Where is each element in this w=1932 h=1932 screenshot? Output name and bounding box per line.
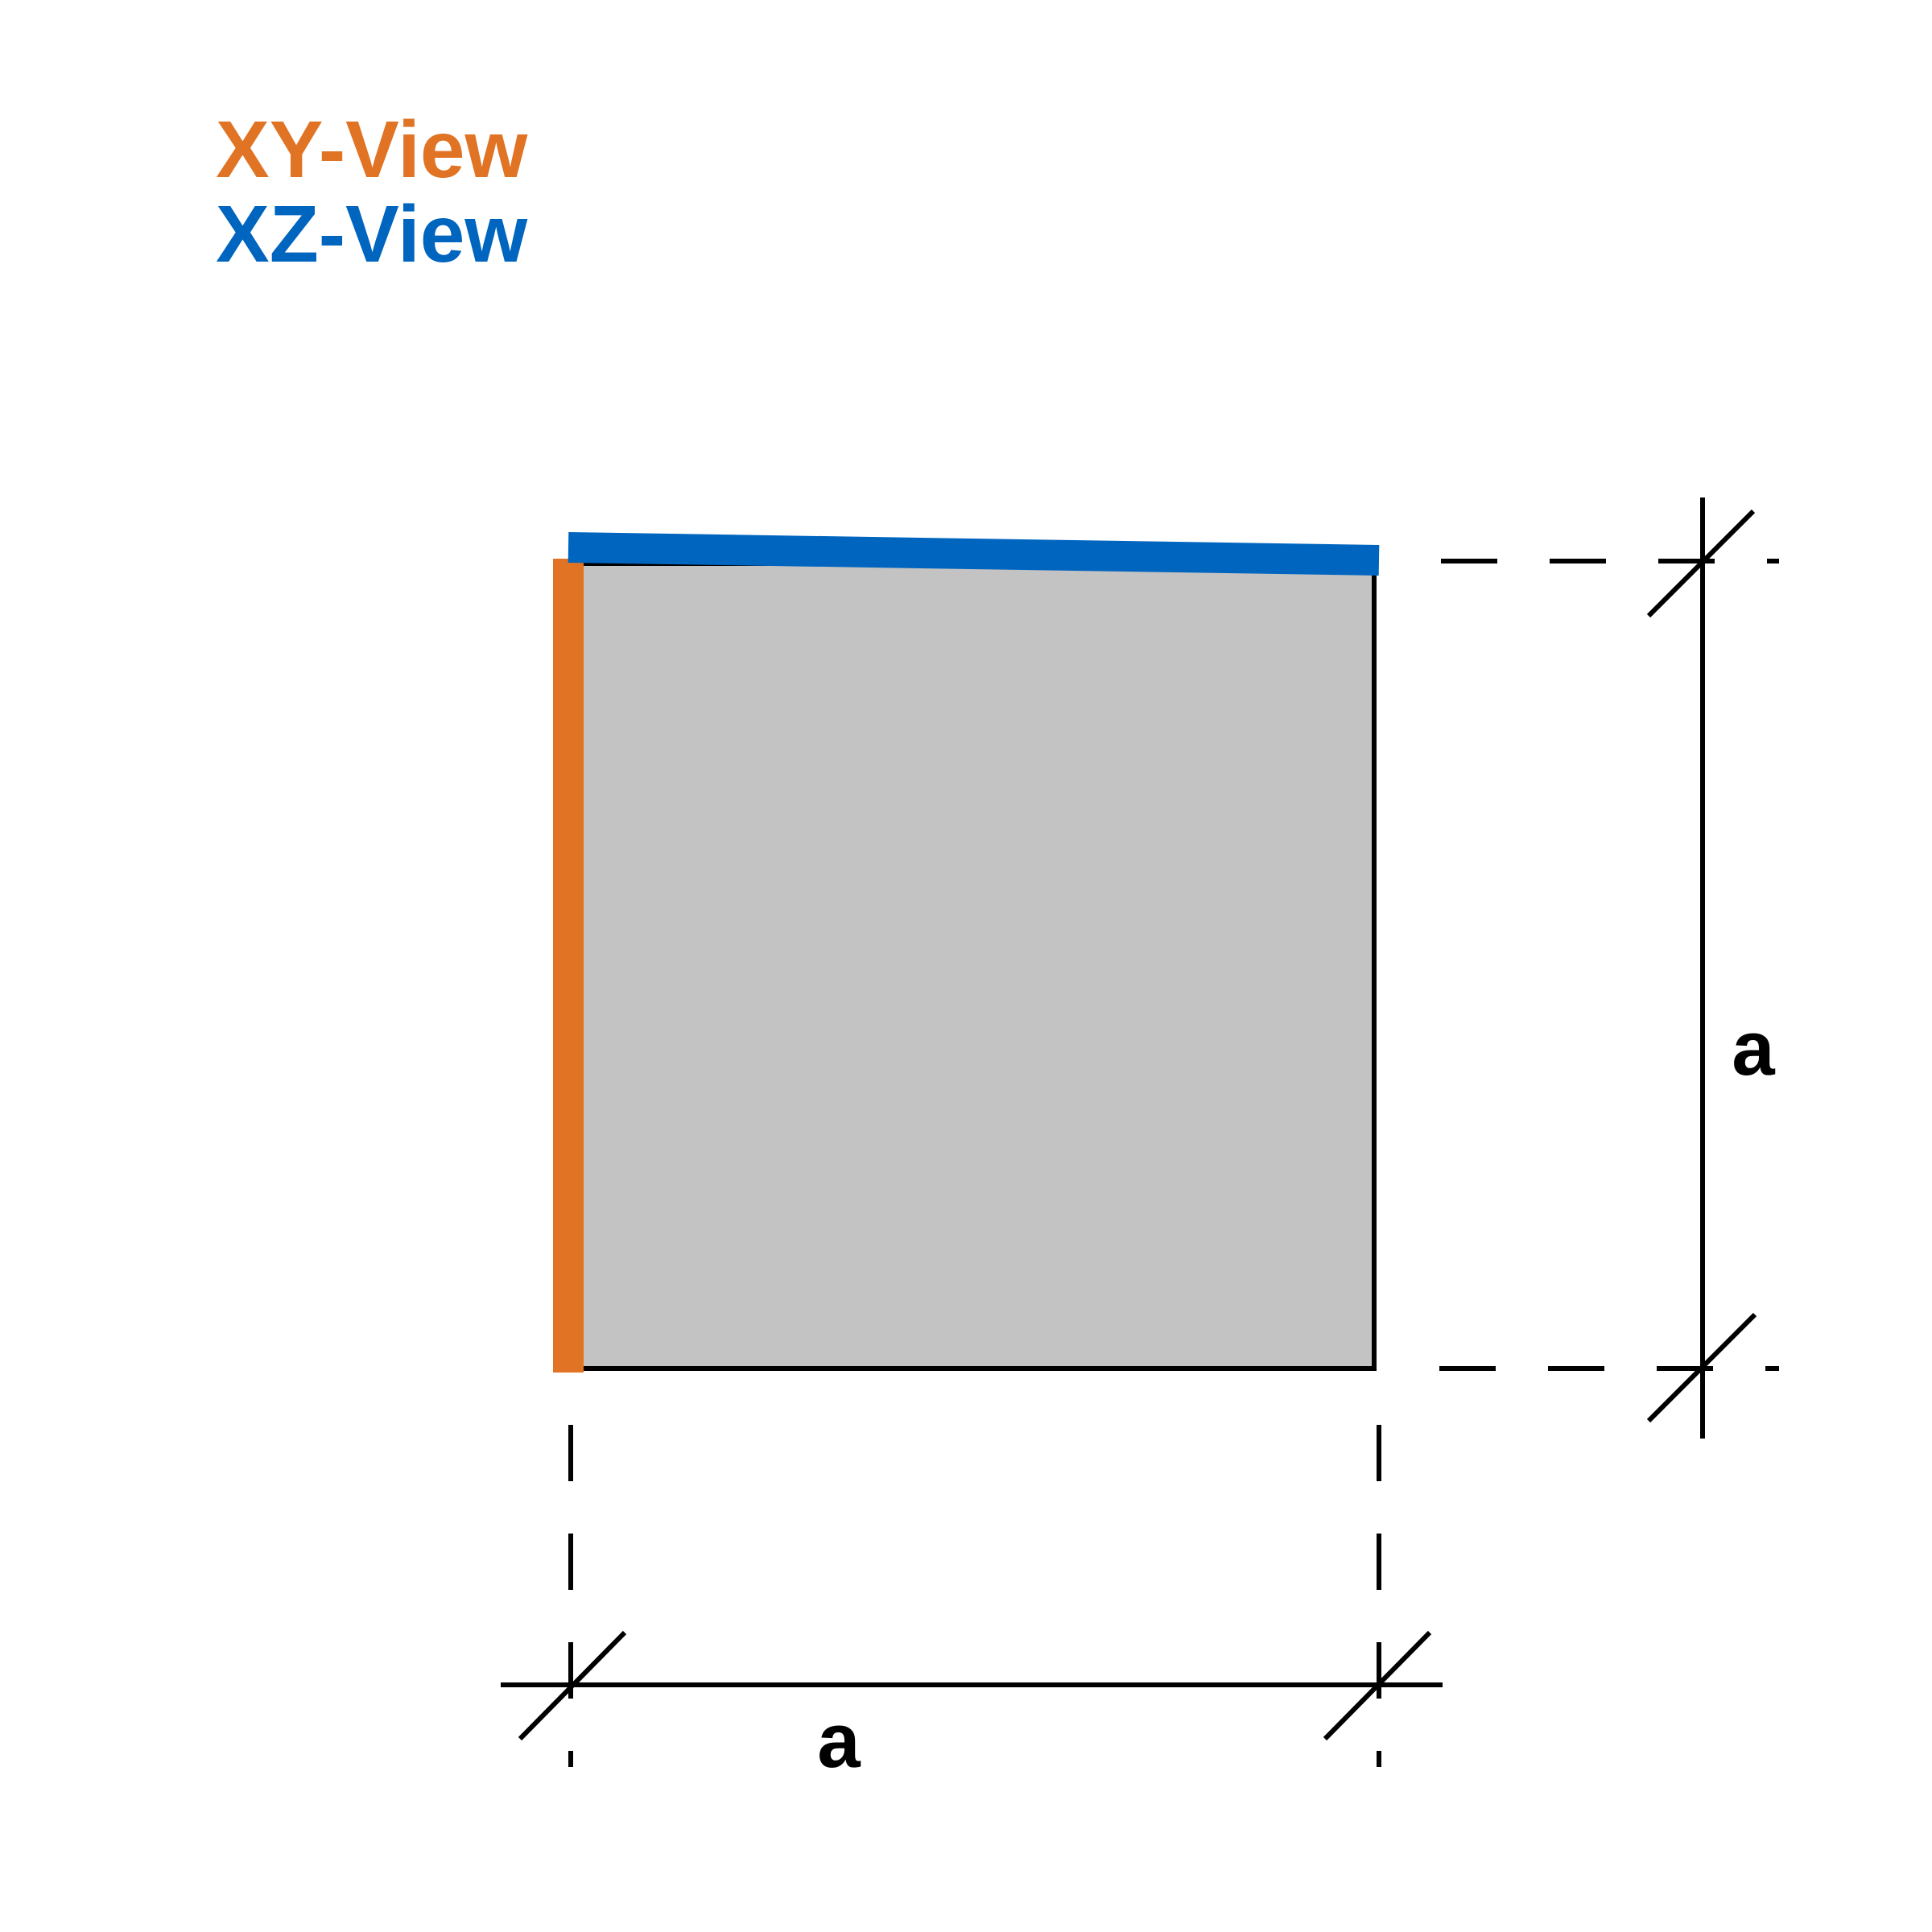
dimension-label-horizontal: a [817,1698,861,1784]
tick-mark-right [1323,1630,1432,1741]
tick-mark-left [518,1630,627,1741]
tick-mark-bottom [1646,1312,1757,1423]
dimension-label-vertical: a [1732,1005,1775,1092]
xz-view-edge [568,532,1380,576]
legend-xz-view: XZ-View [216,189,527,279]
legend-xy-view: XY-View [216,105,527,195]
square-section [561,561,1377,1371]
tick-mark-top [1646,509,1756,618]
